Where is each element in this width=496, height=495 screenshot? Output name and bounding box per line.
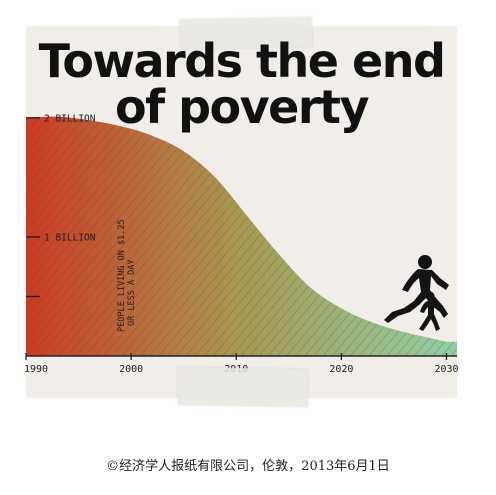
x-tick-label: 2000: [119, 364, 143, 375]
y-tick-label: 2 BILLION: [44, 113, 96, 124]
title-line-1: Towards the end: [38, 34, 446, 88]
tape-bottom: [177, 366, 309, 408]
chart-title: Towards the end of poverty: [26, 38, 457, 130]
x-tick-label: 2030: [434, 364, 458, 375]
y-tick-label: 1 BILLION: [44, 232, 96, 243]
series-label-line-2: OR LESS A DAY: [127, 259, 137, 326]
poverty-area-hatching: [26, 116, 457, 356]
area-group: [26, 116, 457, 356]
adult-and-child-running-icon: [384, 255, 449, 331]
series-label-line-1: PEOPLE LIVING ON $1.25: [117, 219, 127, 332]
label-group: PEOPLE LIVING ON $1.25 OR LESS A DAY: [117, 219, 137, 332]
x-tick-label: 1990: [24, 364, 48, 375]
title-line-2: of poverty: [114, 80, 370, 134]
x-tick-label: 2020: [329, 364, 353, 375]
copyright-caption: ©经济学人报纸有限公司，伦敦，2013年6月1日: [106, 459, 390, 474]
